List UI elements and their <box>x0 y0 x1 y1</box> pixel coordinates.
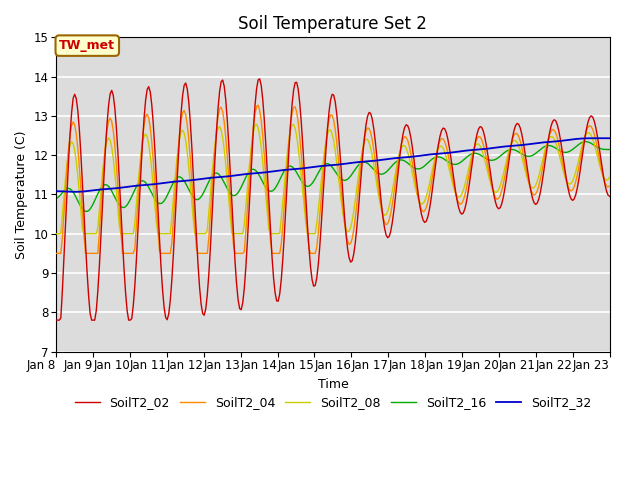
Legend: SoilT2_02, SoilT2_04, SoilT2_08, SoilT2_16, SoilT2_32: SoilT2_02, SoilT2_04, SoilT2_08, SoilT2_… <box>70 391 596 414</box>
Title: Soil Temperature Set 2: Soil Temperature Set 2 <box>239 15 428 33</box>
Line: SoilT2_02: SoilT2_02 <box>56 79 610 320</box>
Line: SoilT2_32: SoilT2_32 <box>56 138 610 192</box>
X-axis label: Time: Time <box>317 378 348 391</box>
Line: SoilT2_16: SoilT2_16 <box>56 142 610 211</box>
Line: SoilT2_04: SoilT2_04 <box>56 105 610 253</box>
Y-axis label: Soil Temperature (C): Soil Temperature (C) <box>15 130 28 259</box>
Text: TW_met: TW_met <box>60 39 115 52</box>
Line: SoilT2_08: SoilT2_08 <box>56 124 610 234</box>
